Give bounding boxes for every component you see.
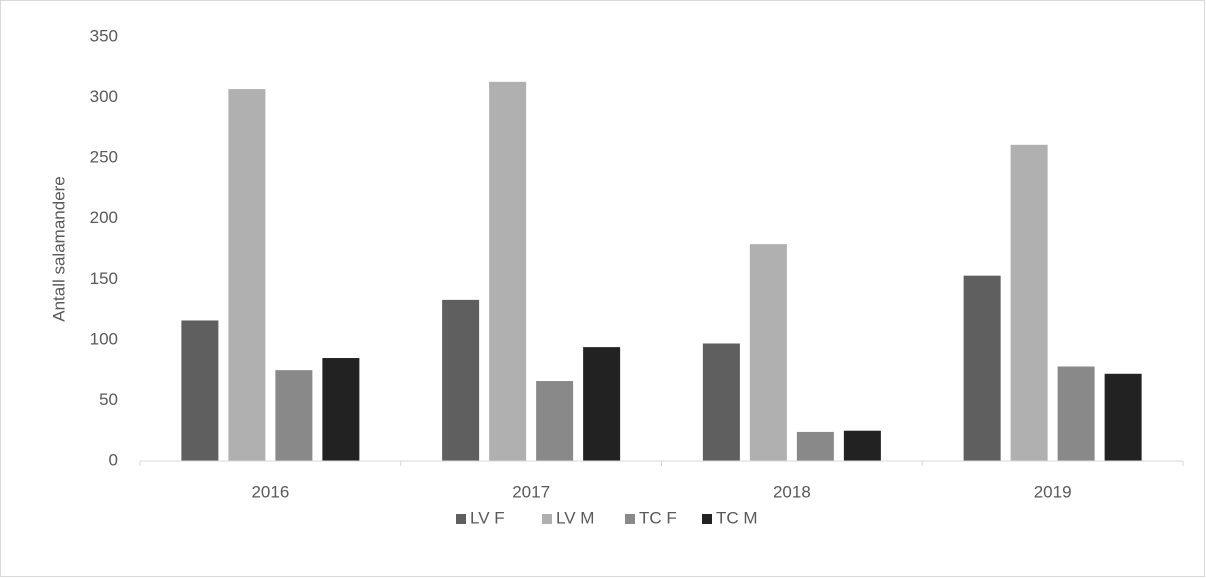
y-axis-label: Antall salamandere [49,176,68,322]
bar [963,275,1001,461]
bar [1104,373,1142,461]
legend-swatch [702,514,712,524]
bar [1010,144,1048,461]
bar [749,244,787,461]
y-tick-label: 350 [90,26,118,45]
bar [796,431,834,461]
bar [489,81,527,461]
x-tick-label: 2018 [773,482,811,501]
bar [181,320,219,461]
bar [322,358,360,461]
bar [702,343,740,461]
x-tick-label: 2017 [512,482,550,501]
legend-swatch [625,514,635,524]
bar [228,89,266,461]
legend-swatch [542,514,552,524]
legend-label: TC F [639,508,677,527]
y-tick-label: 250 [90,148,118,167]
bar [1057,366,1095,461]
legend-label: LV F [470,508,505,527]
bar [583,347,621,461]
y-tick-label: 300 [90,87,118,106]
y-tick-label: 200 [90,208,118,227]
x-tick-label: 2019 [1034,482,1072,501]
y-tick-label: 150 [90,269,118,288]
y-tick-label: 100 [90,329,118,348]
bar [442,299,480,461]
legend-label: TC M [716,508,758,527]
bar [275,370,313,461]
legend-label: LV M [556,508,594,527]
bar [536,381,574,461]
x-tick-label: 2016 [251,482,289,501]
legend-swatch [456,514,466,524]
bar [843,430,881,461]
y-tick-label: 50 [99,390,118,409]
y-tick-label: 0 [109,450,118,469]
